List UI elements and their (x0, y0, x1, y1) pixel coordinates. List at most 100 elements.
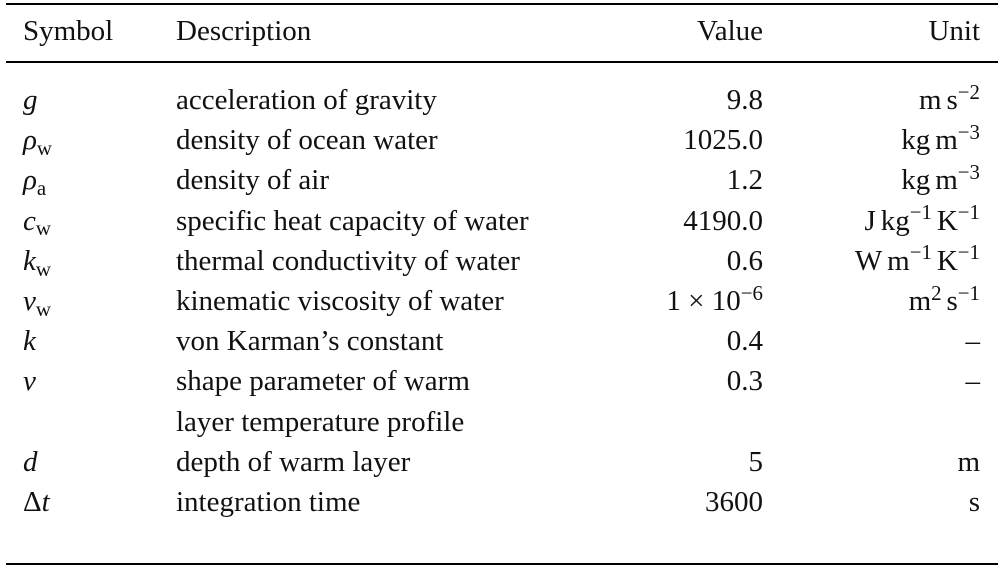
table-row: d depth of warm layer 5 m (0, 442, 1004, 482)
unit-base: – (965, 325, 981, 358)
unit-exponent: −1 (957, 280, 980, 305)
unit-base: m (935, 124, 958, 157)
row-description: specific heat capacity of water (176, 204, 529, 237)
table-row: νw kinematic viscosity of water 1 × 10−6 m2… (0, 281, 1004, 321)
unit-base: J (864, 204, 876, 237)
row-value: 5 (749, 442, 764, 482)
row-symbol: Δt (23, 482, 50, 522)
unit-base: m (957, 445, 980, 478)
row-symbol: cw (23, 201, 51, 241)
unit-exponent: −1 (957, 240, 980, 265)
value-main: 1 × 10 (666, 285, 741, 317)
header-symbol: Symbol (23, 15, 114, 47)
value-main: 1025.0 (683, 124, 763, 157)
row-description: acceleration of gravity (176, 84, 437, 116)
row-symbol: d (23, 442, 38, 482)
row-value: 1025.0 (683, 120, 763, 160)
row-unit: s (969, 482, 980, 522)
row-symbol: ρw (23, 120, 52, 160)
row-description: density of ocean water (176, 124, 438, 157)
unit-exponent: −3 (957, 159, 980, 184)
table-row: cw specific heat capacity of water 4190.0 J… (0, 201, 1004, 241)
symbol-main: ν (23, 285, 36, 317)
row-description: depth of warm layer (176, 445, 411, 478)
row-value: 4190.0 (683, 201, 763, 241)
unit-base: s (946, 84, 958, 116)
unit-base: s (968, 486, 980, 518)
symbol-main: k (23, 325, 36, 358)
row-description: layer temperature profile (176, 405, 465, 438)
value-main: 5 (748, 445, 764, 478)
unit-base: m (919, 84, 942, 116)
table-row: g acceleration of gravity 9.8 m s−2 (0, 80, 1004, 120)
symbol-subscript: w (35, 216, 51, 241)
symbol-main: c (23, 204, 36, 237)
row-unit: m (957, 442, 980, 482)
unit-base: W (854, 244, 883, 277)
row-symbol: kw (23, 241, 51, 281)
row-symbol: g (23, 80, 38, 120)
row-symbol: νw (23, 281, 51, 321)
value-main: 0.4 (726, 325, 763, 358)
row-description: integration time (176, 486, 361, 518)
value-main: 3600 (705, 486, 763, 518)
unit-base: m (887, 244, 910, 277)
unit-base: s (946, 285, 958, 317)
header-unit: Unit (928, 15, 980, 47)
table-row: ρw density of ocean water 1025.0 kg m−3 (0, 120, 1004, 160)
value-main: 0.6 (726, 244, 763, 277)
row-value: 0.6 (727, 241, 763, 281)
symbol-delta: Δ (23, 486, 42, 518)
row-symbol: ρa (23, 160, 46, 200)
row-value: 9.8 (727, 80, 763, 120)
row-description: kinematic viscosity of water (176, 285, 504, 317)
row-symbol: k (23, 321, 36, 361)
symbol-subscript: a (36, 176, 47, 201)
value-exponent: −6 (740, 280, 763, 305)
table-row: k von Karman’s constant 0.4 – (0, 321, 1004, 361)
header-description: Description (176, 15, 312, 47)
row-unit: – (966, 321, 981, 361)
row-value: 1.2 (727, 160, 763, 200)
unit-exponent: 2 (931, 280, 942, 305)
value-main: 0.3 (726, 365, 763, 398)
row-symbol: ν (23, 361, 36, 401)
row-description: density of air (176, 164, 330, 197)
table-row: Δt integration time 3600 s (0, 482, 1004, 522)
unit-base: K (936, 204, 958, 237)
unit-exponent: −3 (957, 119, 980, 144)
row-unit: m2 s−1 (909, 281, 980, 321)
symbol-main: g (23, 84, 38, 116)
table-top-rule (6, 3, 998, 5)
unit-exponent: −1 (957, 200, 980, 225)
symbol-subscript: w (36, 136, 52, 161)
row-value: 0.3 (727, 361, 763, 401)
table-header-row: Symbol Description Value Unit (0, 11, 1004, 51)
unit-exponent: −2 (957, 79, 980, 104)
row-description: thermal conductivity of water (176, 244, 520, 277)
header-value: Value (696, 15, 763, 47)
unit-base: m (935, 164, 958, 197)
row-value: 0.4 (727, 321, 763, 361)
symbol-main: ρ (23, 124, 37, 157)
value-main: 9.8 (726, 84, 763, 116)
unit-exponent: −1 (909, 200, 932, 225)
row-description: shape parameter of warm (176, 365, 470, 398)
row-unit: m s−2 (919, 80, 980, 120)
table-bottom-rule (6, 563, 998, 565)
row-unit: kg m−3 (901, 160, 980, 200)
symbol-main: k (23, 244, 36, 277)
unit-base: kg (901, 124, 931, 157)
value-main: 4190.0 (683, 204, 763, 237)
table-row: ρa density of air 1.2 kg m−3 (0, 160, 1004, 200)
symbol-main: ρ (23, 164, 37, 197)
table-header-rule (6, 61, 998, 63)
unit-base: kg (880, 204, 910, 237)
unit-exponent: −1 (909, 240, 932, 265)
symbol-subscript: w (35, 256, 51, 281)
row-description: von Karman’s constant (176, 325, 444, 358)
